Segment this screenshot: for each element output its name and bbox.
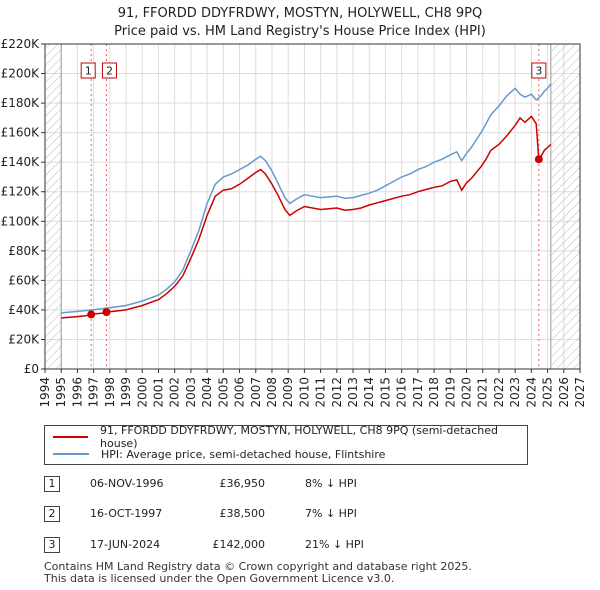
hatch-region-after	[550, 44, 580, 369]
price-chart: £0 £20K £40K £60K £80K £100K £120K £140K £160K £1…	[1, 37, 587, 408]
x-tick-label: 2027	[573, 377, 587, 408]
plot-frame	[44, 43, 581, 370]
sale-date: 17-JUN-2024	[90, 538, 161, 551]
x-tick-label: 2001	[151, 377, 165, 408]
x-tick-label: 1994	[38, 377, 52, 408]
x-tick-label: 1998	[103, 377, 117, 408]
x-tick-label: 2010	[297, 377, 311, 408]
x-tick-label: 1997	[87, 377, 101, 408]
sale-price: £142,000	[212, 538, 266, 551]
sale-number-badge: 3	[44, 537, 60, 553]
x-tick-label: 2023	[508, 377, 522, 408]
x-tick-label: 2016	[395, 377, 409, 408]
x-tick-label: 2002	[168, 377, 182, 408]
x-tick-label: 1995	[54, 377, 68, 408]
x-tick-label: 2009	[281, 377, 295, 408]
x-tick-label: 2000	[135, 377, 149, 408]
y-tick-label: £120K	[1, 185, 41, 199]
sale-point	[102, 308, 111, 317]
legend-label-price: 91, FFORDD DDYFRDWY, MOSTYN, HOLYWELL, C…	[100, 424, 499, 450]
legend-label-hpi: HPI: Average price, semi-detached house,…	[101, 447, 386, 461]
x-tick-label: 2019	[443, 377, 457, 408]
x-tick-label: 2026	[557, 377, 571, 408]
x-tick-label: 2025	[541, 377, 555, 408]
y-tick-label: £160K	[1, 126, 41, 140]
x-tick-label: 2012	[330, 377, 344, 408]
sale-label-number: 2	[106, 65, 113, 78]
sale-point	[87, 310, 96, 319]
x-tick-label: 2004	[200, 377, 214, 408]
sale-label-box	[531, 62, 547, 79]
y-tick-label: £80K	[8, 244, 40, 258]
sale-label-number: 1	[85, 65, 92, 78]
y-tick-label: £220K	[1, 37, 41, 51]
y-tick-label: £140K	[1, 155, 41, 169]
sale-label-box	[101, 62, 117, 79]
x-tick-label: 2022	[492, 377, 506, 408]
x-tick-label: 2017	[411, 377, 425, 408]
sale-price: £36,950	[219, 477, 266, 490]
y-tick-label: £60K	[8, 273, 40, 287]
y-tick-label: £20K	[8, 332, 40, 346]
x-tick-label: 1999	[119, 377, 133, 408]
sale-hpi-diff: 8% ↓ HPI	[305, 477, 357, 490]
footer-licence: This data is licensed under the Open Gov…	[44, 572, 395, 585]
y-tick-label: £0	[24, 362, 39, 376]
x-tick-label: 1996	[70, 377, 84, 408]
price-paid-line	[61, 115, 552, 319]
sale-price: £38,500	[219, 507, 266, 520]
x-tick-label: 2021	[476, 377, 490, 408]
chart-legend: 91, FFORDD DDYFRDWY, MOSTYN, HOLYWELL, C…	[44, 424, 528, 465]
sale-hpi-diff: 21% ↓ HPI	[305, 538, 364, 551]
hpi-line	[61, 83, 552, 314]
x-tick-label: 2005	[216, 377, 230, 408]
hatch-region-before	[45, 44, 62, 369]
chart-title-address: 91, FFORDD DDYFRDWY, MOSTYN, HOLYWELL, C…	[117, 6, 483, 21]
y-tick-label: £200K	[1, 67, 41, 81]
x-tick-label: 2006	[233, 377, 247, 408]
x-tick-label: 2015	[378, 377, 392, 408]
sale-date: 16-OCT-1997	[90, 507, 163, 520]
legend-item-hpi: HPI: Average price, semi-detached house,…	[53, 446, 385, 462]
x-tick-label: 2003	[184, 377, 198, 408]
sale-date: 06-NOV-1996	[90, 477, 164, 490]
y-tick-label: £100K	[1, 214, 41, 228]
x-tick-label: 2024	[524, 377, 538, 408]
x-tick-label: 2011	[314, 377, 328, 408]
x-tick-label: 2014	[362, 377, 376, 408]
legend-item-price: 91, FFORDD DDYFRDWY, MOSTYN, HOLYWELL, C…	[53, 424, 527, 450]
sale-label-box	[80, 62, 96, 79]
legend-swatch-hpi	[53, 453, 89, 455]
x-tick-label: 2013	[346, 377, 360, 408]
sale-point	[534, 155, 543, 164]
footer-copyright: Contains HM Land Registry data © Crown c…	[44, 560, 472, 573]
x-tick-label: 2018	[427, 377, 441, 408]
x-tick-label: 2007	[249, 377, 263, 408]
sale-hpi-diff: 7% ↓ HPI	[305, 507, 357, 520]
chart-subtitle: Price paid vs. HM Land Registry's House …	[114, 24, 486, 39]
legend-swatch-price	[53, 436, 89, 438]
sale-number-badge: 2	[44, 506, 60, 522]
y-tick-label: £40K	[8, 303, 40, 317]
sale-number-badge: 1	[44, 476, 60, 492]
x-tick-label: 2008	[265, 377, 279, 408]
x-tick-label: 2020	[460, 377, 474, 408]
y-tick-label: £180K	[1, 96, 41, 110]
sale-label-number: 3	[535, 65, 542, 78]
